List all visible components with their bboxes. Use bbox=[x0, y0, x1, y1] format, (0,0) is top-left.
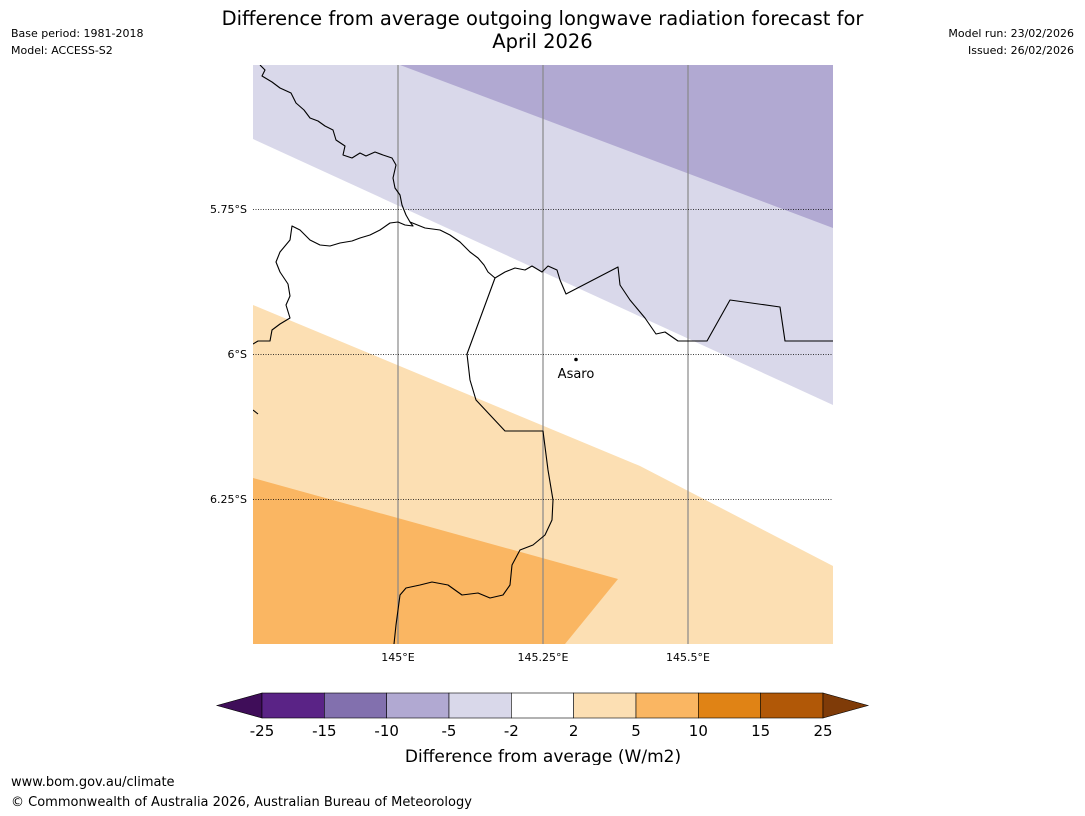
province-boundaries bbox=[253, 65, 833, 644]
colorbar-extend-low bbox=[215, 692, 263, 719]
lat-label-6: 6°S bbox=[228, 348, 247, 361]
boundary-west-fragment bbox=[253, 409, 259, 415]
colorbar-tick-label: -2 bbox=[504, 722, 519, 740]
colorbar-segment bbox=[448, 692, 512, 719]
base-period-text: Base period: 1981-2018 bbox=[11, 27, 144, 40]
colorbar-segment bbox=[386, 692, 450, 719]
lat-label-6-25: 6.25°S bbox=[210, 493, 247, 506]
colorbar: -25 -15 -10 -5 -2 2 5 10 15 25 Difference from av… bbox=[215, 692, 870, 765]
title-line-1: Difference from average outgoing longwav… bbox=[221, 7, 864, 30]
colorbar-segment bbox=[573, 692, 637, 719]
colorbar-segment bbox=[635, 692, 699, 719]
colorbar-segments bbox=[215, 692, 870, 719]
lon-label-145-25: 145.25°E bbox=[518, 651, 569, 664]
colorbar-tick-label: 5 bbox=[631, 722, 641, 740]
issued-text: Issued: 26/02/2026 bbox=[967, 44, 1074, 57]
colorbar-segment bbox=[261, 692, 325, 719]
colorbar-label: Difference from average (W/m2) bbox=[405, 747, 681, 765]
colorbar-tick-label: 2 bbox=[569, 722, 579, 740]
colorbar-tick-label: -15 bbox=[312, 722, 337, 740]
map-title: Difference from average outgoing longwav… bbox=[0, 7, 1085, 53]
asaro-marker bbox=[574, 357, 578, 362]
colorbar-segment bbox=[760, 692, 824, 719]
model-text: Model: ACCESS-S2 bbox=[11, 44, 113, 57]
colorbar-ticks: -25 -15 -10 -5 -2 2 5 10 15 25 bbox=[250, 722, 833, 740]
model-run-text: Model run: 23/02/2026 bbox=[948, 27, 1074, 40]
colorbar-extend-high bbox=[822, 692, 870, 719]
colorbar-tick-label: -10 bbox=[374, 722, 399, 740]
olr-band-5-10 bbox=[253, 478, 618, 644]
lat-label-5-75: 5.75°S bbox=[210, 203, 247, 216]
colorbar-tick-label: 25 bbox=[813, 722, 832, 740]
colorbar-segment bbox=[511, 692, 574, 719]
olr-band-minus10-minus5 bbox=[400, 65, 833, 228]
boundary-south bbox=[393, 277, 554, 644]
colorbar-tick-label: -5 bbox=[442, 722, 457, 740]
colorbar-tick-label: 15 bbox=[751, 722, 770, 740]
lon-label-145: 145°E bbox=[381, 651, 414, 664]
footer-copyright: © Commonwealth of Australia 2026, Austra… bbox=[11, 795, 472, 810]
colorbar-segment bbox=[698, 692, 761, 719]
map-canvas: Asaro 5.75°S 6°S 6.25°S 145°E 145.25°E 1… bbox=[210, 65, 833, 664]
colorbar-tick-label: -25 bbox=[250, 722, 275, 740]
boundary-central bbox=[409, 221, 833, 342]
colorbar-segment bbox=[324, 692, 387, 719]
map-area: Asaro bbox=[253, 65, 833, 644]
title-line-2: April 2026 bbox=[492, 30, 593, 53]
footer-url: www.bom.gov.au/climate bbox=[11, 775, 175, 790]
lon-label-145-5: 145.5°E bbox=[666, 651, 710, 664]
colorbar-tick-label: 10 bbox=[689, 722, 708, 740]
asaro-label: Asaro bbox=[558, 367, 595, 382]
